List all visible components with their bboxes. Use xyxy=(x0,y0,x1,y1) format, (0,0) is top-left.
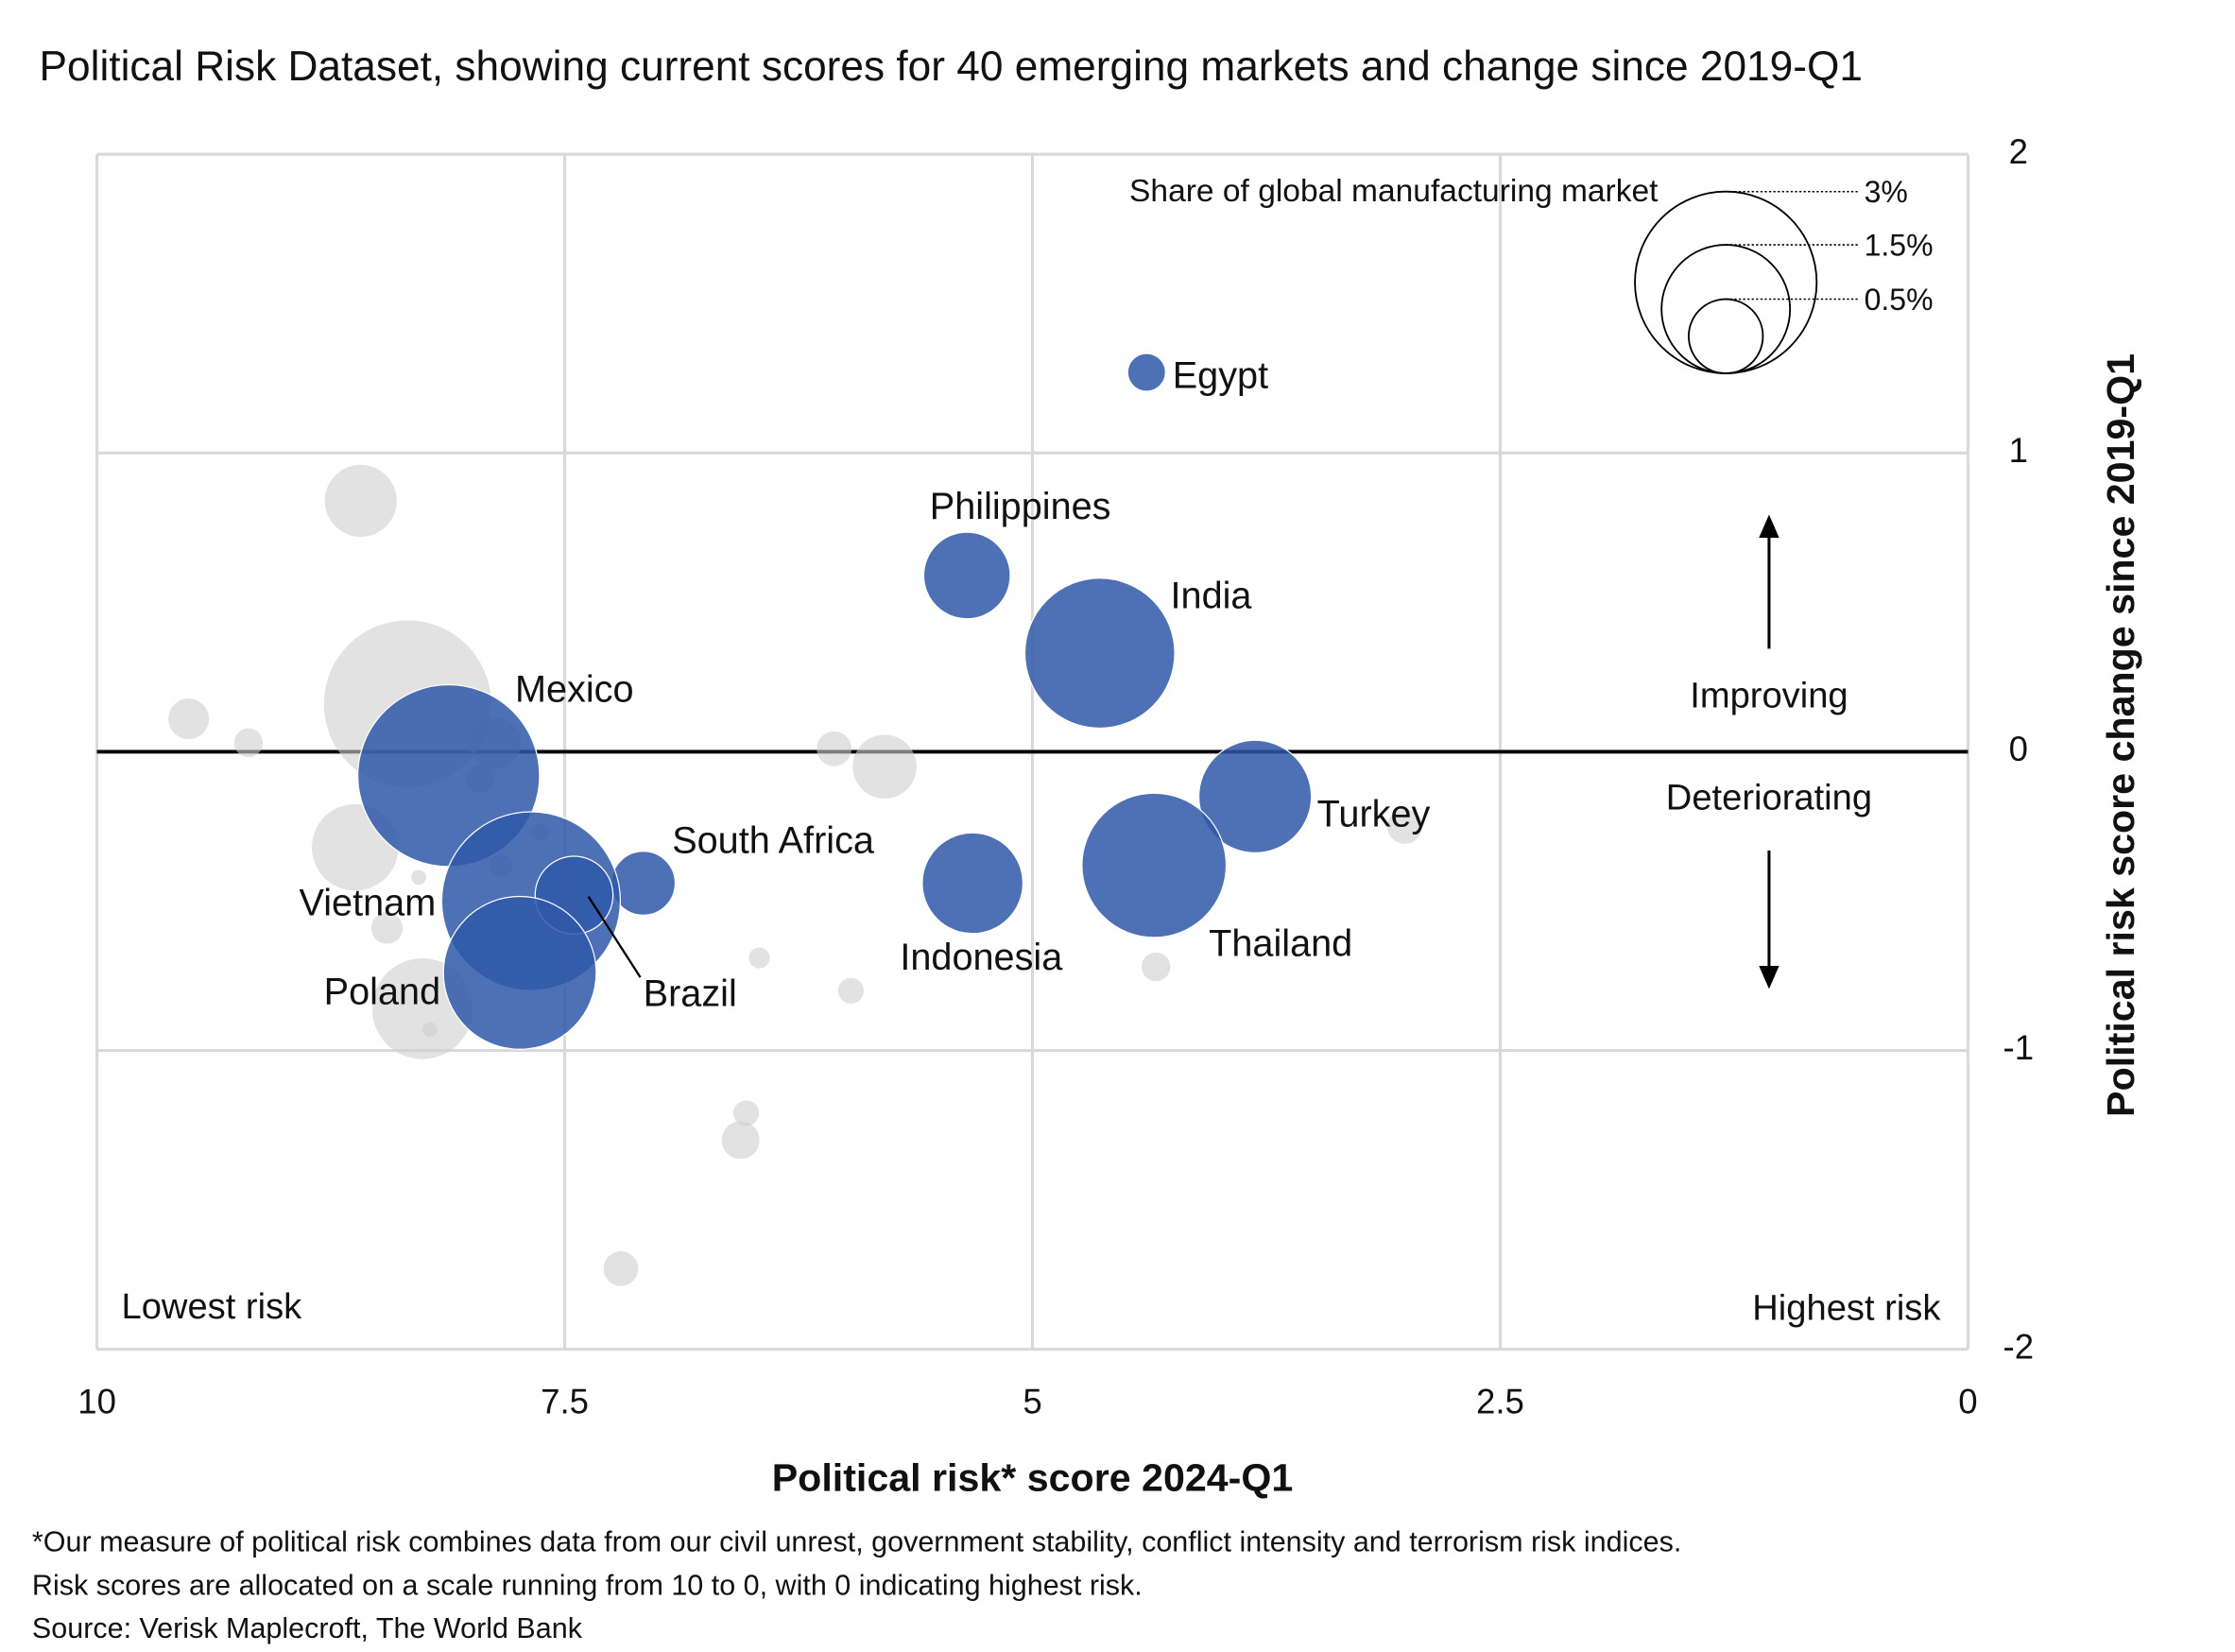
x-axis-title: Political risk* score 2024-Q1 xyxy=(772,1455,1294,1499)
chart-title: Political Risk Dataset, showing current … xyxy=(40,43,1863,90)
bubble xyxy=(1141,952,1171,982)
x-tick-label: 2.5 xyxy=(1476,1382,1524,1420)
bubble xyxy=(817,731,852,766)
annotation: Lowest risk xyxy=(122,1286,303,1327)
bubble xyxy=(1126,353,1166,392)
bubble xyxy=(411,869,426,886)
legend-bubble xyxy=(1634,190,1818,374)
annotation: Highest risk xyxy=(1752,1288,1941,1329)
y-axis-title: Political risk score change since 2019-Q… xyxy=(2099,353,2142,1117)
x-tick-label: 5 xyxy=(1023,1382,1041,1420)
bubble xyxy=(1197,739,1313,854)
bubble xyxy=(1023,577,1176,730)
bubble-label: Vietnam xyxy=(300,883,437,924)
bubble xyxy=(852,734,917,800)
bubble-label: Indonesia xyxy=(900,937,1063,978)
y-tick-label: -2 xyxy=(2003,1327,2035,1366)
bubble xyxy=(370,912,404,944)
annotation: Improving xyxy=(1690,675,1848,715)
arrow-head xyxy=(1759,965,1779,989)
leader-line xyxy=(587,896,642,978)
annotation: Deteriorating xyxy=(1666,778,1872,818)
bubble xyxy=(837,977,865,1004)
legend-label: 3% xyxy=(1865,175,1908,209)
bubble-label: Turkey xyxy=(1317,794,1431,835)
bubble xyxy=(748,947,770,969)
bubble-label: South Africa xyxy=(672,819,875,861)
x-tick-label: 10 xyxy=(77,1382,116,1420)
footnote: Risk scores are allocated on a scale run… xyxy=(32,1569,1143,1601)
x-tick-label: 7.5 xyxy=(541,1382,589,1420)
bubble xyxy=(324,464,397,537)
bubble xyxy=(721,1121,760,1160)
bubble xyxy=(610,851,677,916)
bubble xyxy=(422,1022,438,1038)
y-tick-label: 0 xyxy=(2009,730,2028,768)
bubble xyxy=(168,698,210,740)
bubble xyxy=(1081,792,1228,938)
legend-bubble xyxy=(1688,298,1764,374)
footnote: Source: Verisk Maplecroft, The World Ban… xyxy=(32,1612,583,1644)
y-tick-label: -1 xyxy=(2003,1028,2035,1067)
legend-label: 0.5% xyxy=(1865,283,1934,317)
bubble-label: Thailand xyxy=(1209,922,1352,964)
y-tick-label: 2 xyxy=(2009,132,2028,171)
bubble xyxy=(442,895,597,1050)
bubble xyxy=(921,832,1024,935)
bubble xyxy=(1387,809,1422,844)
footnote: *Our measure of political risk combines … xyxy=(32,1526,1681,1558)
bubble xyxy=(603,1250,639,1286)
legend-bubble xyxy=(1660,244,1792,374)
bubble-label: Brazil xyxy=(644,972,737,1014)
bubble-label: Mexico xyxy=(515,669,634,711)
bubble xyxy=(732,1100,760,1127)
bubble xyxy=(922,531,1011,620)
y-tick-label: 1 xyxy=(2009,431,2028,470)
size-legend-title: Share of global manufacturing market xyxy=(1129,174,1659,209)
bubble-label: Egypt xyxy=(1173,355,1268,397)
x-tick-label: 0 xyxy=(1958,1382,1977,1420)
bubble xyxy=(233,728,264,758)
legend-label: 1.5% xyxy=(1865,229,1934,263)
bubble-label: Poland xyxy=(324,972,440,1013)
bubble-label: Philippines xyxy=(930,486,1111,527)
arrow-head xyxy=(1759,514,1779,538)
bubble-label: India xyxy=(1171,576,1253,617)
